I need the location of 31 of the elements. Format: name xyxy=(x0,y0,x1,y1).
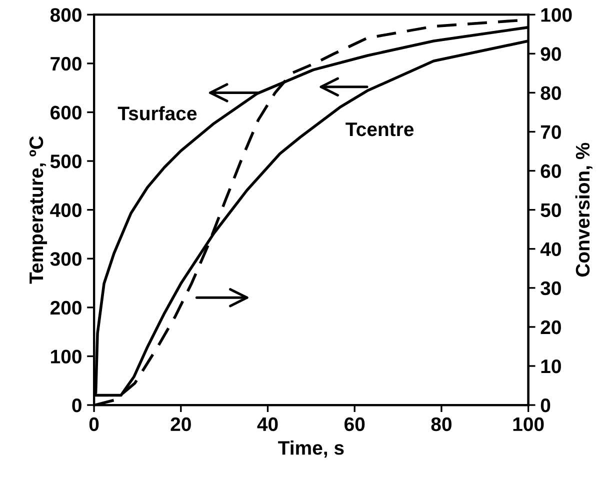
y2-tick-label: 30 xyxy=(540,281,561,296)
series-label: Tcentre xyxy=(346,122,414,136)
y2-tick-label: 80 xyxy=(540,86,561,100)
y2-tick-label: 20 xyxy=(540,320,561,334)
y2-tick-label: 100 xyxy=(541,8,572,22)
series-label: Tsurface xyxy=(118,106,197,120)
y2-tick-label: 40 xyxy=(540,242,561,256)
x-tick-label: 20 xyxy=(170,417,191,432)
y2-tick-label: 70 xyxy=(540,125,561,139)
y-tick-label: 800 xyxy=(50,8,82,22)
x-tick-label: 60 xyxy=(344,417,365,432)
x-axis-title: Time, s xyxy=(278,440,344,458)
y-tick-label: 100 xyxy=(51,350,82,364)
x-tick-label: 40 xyxy=(257,417,278,432)
y2-tick-label: 10 xyxy=(541,359,561,374)
y-tick-label: 300 xyxy=(50,252,82,266)
y-axis-title: Temperature, ºC xyxy=(29,136,48,284)
y-tick-label: 0 xyxy=(72,398,82,412)
y2-axis-title: Conversion, % xyxy=(575,142,592,277)
x-tick-label: 100 xyxy=(513,417,544,432)
y-tick-label: 600 xyxy=(50,106,82,120)
x-tick-label: 80 xyxy=(431,417,452,432)
y-tick-label: 500 xyxy=(50,154,82,168)
y2-tick-label: 0 xyxy=(540,398,550,412)
y-tick-label: 400 xyxy=(50,203,82,218)
y2-tick-label: 90 xyxy=(540,47,561,61)
y-tick-label: 200 xyxy=(50,300,82,315)
y2-tick-label: 60 xyxy=(540,164,561,178)
y2-tick-label: 50 xyxy=(540,203,561,218)
y-tick-label: 700 xyxy=(50,56,82,71)
x-tick-label: 0 xyxy=(89,417,99,432)
